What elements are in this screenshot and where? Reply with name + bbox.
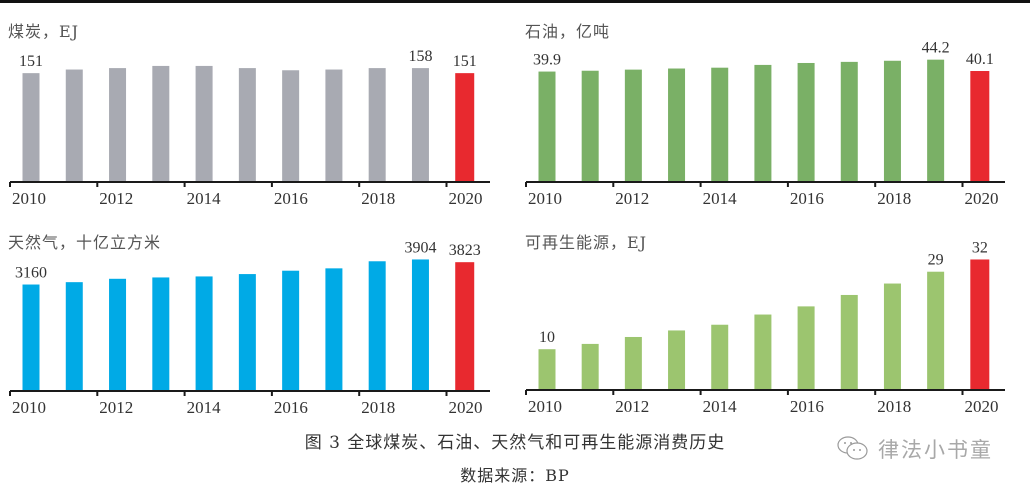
coal-bar-2013	[152, 65, 170, 182]
renewables-tick-label-2018: 2018	[877, 397, 911, 416]
coal-tick-label-2018: 2018	[361, 189, 395, 208]
gas-bar-2018	[368, 261, 386, 391]
renewables-bar-2015	[754, 314, 772, 390]
coal-bar-2019	[411, 68, 429, 182]
coal-bar-2015	[238, 68, 256, 182]
coal-bar-2018	[368, 68, 386, 182]
gas-bar-2011	[65, 282, 83, 391]
renewables-bar-2020	[970, 259, 990, 390]
oil-chart: 39.9 44.2 40.1 2010 2012 2014 2016 2018 2020	[525, 40, 1005, 208]
oil-tick-label-2016: 2016	[790, 189, 824, 208]
watermark-text: 律法小书童	[878, 438, 993, 462]
gas-data-label-2010: 3160	[15, 265, 47, 282]
coal-chart-title: 煤炭，EJ	[8, 22, 80, 41]
coal-tick-label-2012: 2012	[99, 189, 133, 208]
renewables-data-label-2020: 32	[972, 239, 988, 256]
oil-bar-2012	[624, 69, 642, 182]
renewables-bar-2019	[927, 271, 945, 390]
coal-bar-2017	[325, 69, 343, 182]
watermark: 律法小书童	[836, 434, 993, 464]
gas-data-label-2020: 3823	[449, 242, 481, 259]
gas-tick-label-2016: 2016	[274, 398, 308, 417]
oil-chart-title: 石油，亿吨	[525, 22, 611, 41]
oil-bar-2017	[840, 61, 858, 182]
oil-data-label-2020: 40.1	[966, 51, 994, 68]
gas-bar-2014	[195, 276, 213, 391]
oil-tick-label-2020: 2020	[965, 189, 999, 208]
renewables-data-label-2010: 10	[539, 329, 555, 346]
coal-bar-2014	[195, 65, 213, 182]
figure-caption: 图 3 全球煤炭、石油、天然气和可再生能源消费历史	[304, 433, 726, 453]
oil-data-label-2010: 39.9	[533, 52, 561, 69]
renewables-chart-title: 可再生能源，EJ	[525, 233, 648, 252]
renewables-bar-2011	[581, 343, 599, 390]
oil-data-label-2019: 44.2	[922, 40, 950, 57]
gas-chart-title: 天然气，十亿立方米	[8, 233, 162, 252]
oil-tick-label-2010: 2010	[528, 189, 562, 208]
wechat-icon	[837, 436, 868, 460]
coal-tick-label-2020: 2020	[449, 189, 483, 208]
coal-data-label-2019: 158	[408, 48, 432, 65]
renewables-tick-label-2014: 2014	[703, 397, 738, 416]
coal-chart: 151 158 151 2010 2012 2014 2016 2018 2020	[9, 48, 490, 208]
gas-tick-label-2014: 2014	[187, 398, 222, 417]
oil-bar-2014	[711, 67, 729, 182]
renewables-chart: 10 29 32 2010 2012 2014 2016 2018 2020	[525, 239, 1005, 416]
coal-bar-2020	[455, 73, 475, 182]
gas-tick-label-2018: 2018	[361, 398, 395, 417]
coal-bar-2011	[65, 69, 83, 182]
source-caption: 数据来源：BP	[460, 466, 570, 485]
gas-bar-2017	[325, 268, 343, 391]
coal-bar-2012	[109, 68, 127, 182]
top-rule	[0, 0, 1030, 3]
coal-tick-label-2014: 2014	[187, 189, 222, 208]
renewables-bar-2018	[883, 283, 901, 390]
gas-tick-label-2012: 2012	[99, 398, 133, 417]
coal-tick-label-2010: 2010	[12, 189, 46, 208]
oil-bar-2013	[668, 68, 686, 182]
gas-bar-2015	[238, 274, 256, 391]
renewables-bar-2017	[840, 294, 858, 390]
coal-bar-2010	[22, 73, 40, 182]
gas-bar-2013	[152, 277, 170, 391]
coal-tick-label-2016: 2016	[274, 189, 308, 208]
oil-tick-label-2018: 2018	[877, 189, 911, 208]
oil-bar-2016	[797, 62, 815, 182]
oil-tick-label-2014: 2014	[703, 189, 738, 208]
gas-bar-2019	[411, 259, 429, 391]
renewables-tick-label-2016: 2016	[790, 397, 824, 416]
oil-bar-2019	[927, 59, 945, 182]
renewables-tick-label-2010: 2010	[528, 397, 562, 416]
coal-bar-2016	[282, 70, 300, 182]
renewables-bar-2010	[538, 349, 556, 390]
renewables-bar-2012	[624, 336, 642, 390]
oil-bar-2010	[538, 71, 556, 182]
renewables-bar-2016	[797, 306, 815, 390]
renewables-bar-2014	[711, 324, 729, 390]
gas-bar-2012	[109, 278, 127, 391]
gas-bar-2010	[22, 284, 40, 391]
oil-bar-2011	[581, 70, 599, 182]
gas-bar-2020	[455, 262, 475, 391]
coal-data-label-2010: 151	[19, 53, 43, 70]
oil-bar-2015	[754, 64, 772, 182]
gas-data-label-2019: 3904	[404, 239, 436, 256]
gas-tick-label-2010: 2010	[12, 398, 46, 417]
gas-chart: 3160 3904 3823 2010 2012 2014 2016 2018 2020	[9, 239, 490, 417]
oil-bar-2018	[883, 60, 901, 183]
renewables-tick-label-2020: 2020	[965, 397, 999, 416]
coal-data-label-2020: 151	[453, 53, 477, 70]
oil-tick-label-2012: 2012	[615, 189, 649, 208]
renewables-tick-label-2012: 2012	[615, 397, 649, 416]
oil-bar-2020	[970, 71, 990, 182]
gas-bar-2016	[282, 270, 300, 391]
renewables-data-label-2019: 29	[928, 252, 944, 269]
gas-tick-label-2020: 2020	[449, 398, 483, 417]
renewables-bar-2013	[668, 330, 686, 390]
